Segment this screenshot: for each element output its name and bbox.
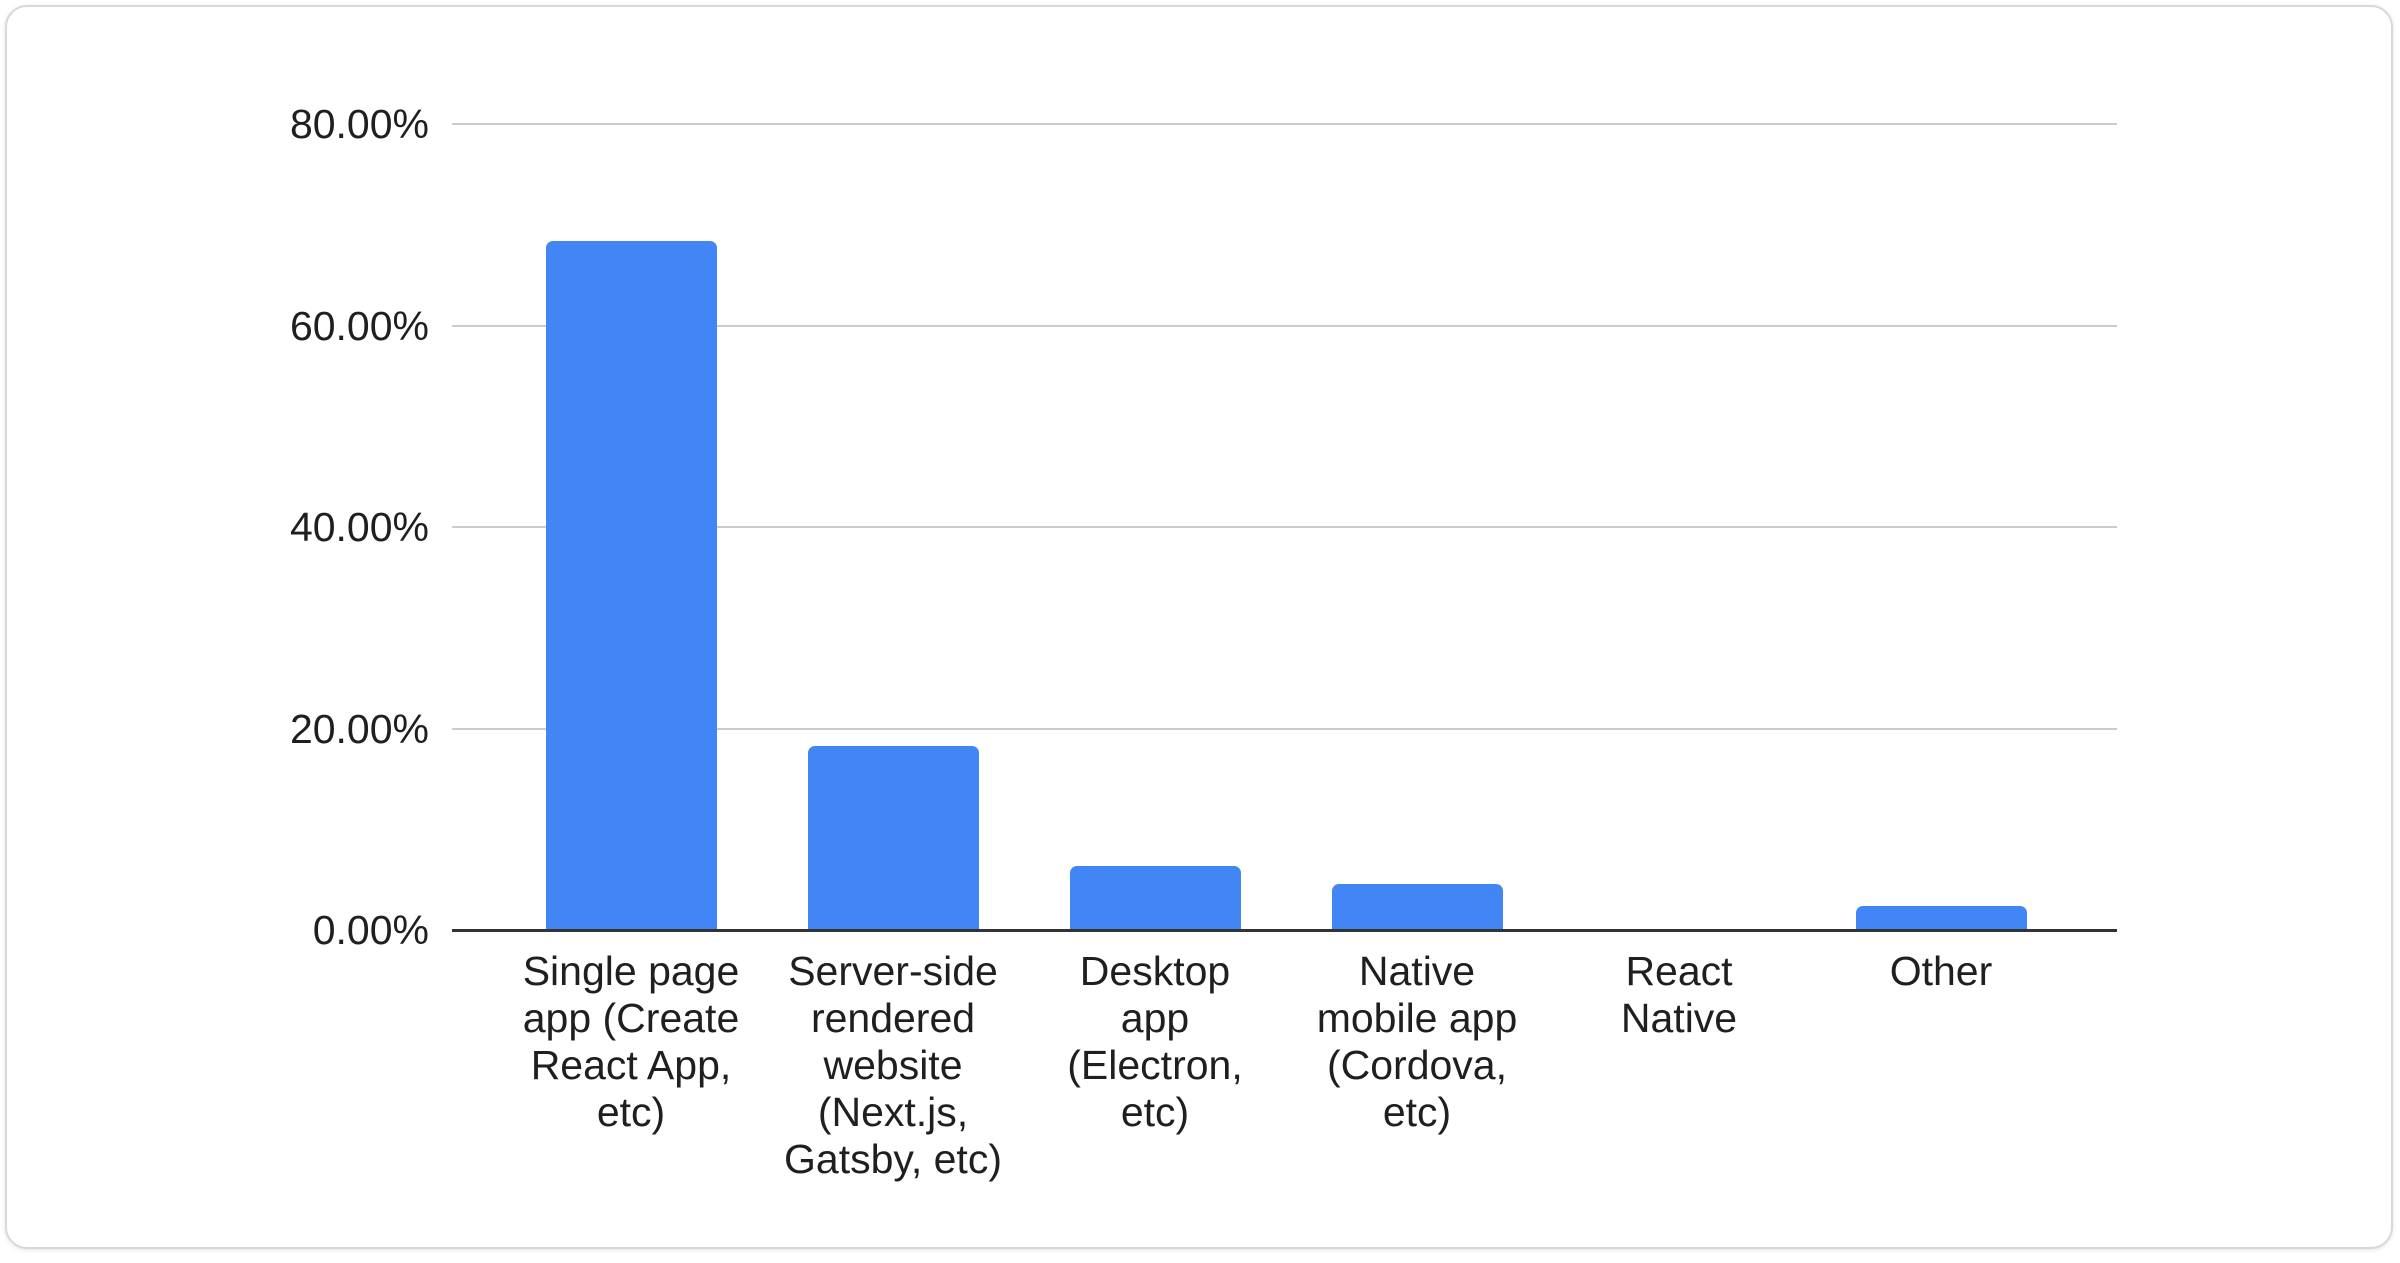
gridline-60 [452,324,2117,327]
x-axis-label-single-page-app: Single page app (Create React App, etc) [522,948,740,1135]
bar-desktop-app[interactable] [1069,866,1241,930]
y-tick-label-40: 40.00% [289,504,429,550]
bar-chart: 0.00% 20.00% 40.00% 60.00% 80.00% Single pag… [7,7,2400,1263]
x-axis-label-native-mobile-app: Native mobile app (Cordova, etc) [1316,948,1518,1135]
y-tick-label-80: 80.00% [289,101,429,147]
gridline-20 [452,727,2117,730]
x-axis-label-desktop-app: Desktop app (Electron, etc) [1067,948,1243,1135]
bar-server-side-rendered-website[interactable] [807,746,979,930]
gridline-80 [452,123,2117,125]
gridline-40 [452,526,2117,528]
chart-card: 0.00% 20.00% 40.00% 60.00% 80.00% Single pag… [5,5,2393,1249]
x-axis-label-other: Other [1889,948,1993,994]
bar-other[interactable] [1855,906,2027,930]
bar-native-mobile-app[interactable] [1331,884,1503,930]
x-axis-label-server-side-rendered-website: Server-side rendered website (Next.js, G… [784,948,1002,1182]
x-axis-label-react-native: React Native [1620,948,1738,1041]
y-tick-label-60: 60.00% [289,302,429,349]
y-tick-label-0: 0.00% [312,907,429,953]
y-tick-label-20: 20.00% [289,705,429,752]
x-axis-baseline [452,929,2117,932]
bar-single-page-app[interactable] [545,241,717,930]
